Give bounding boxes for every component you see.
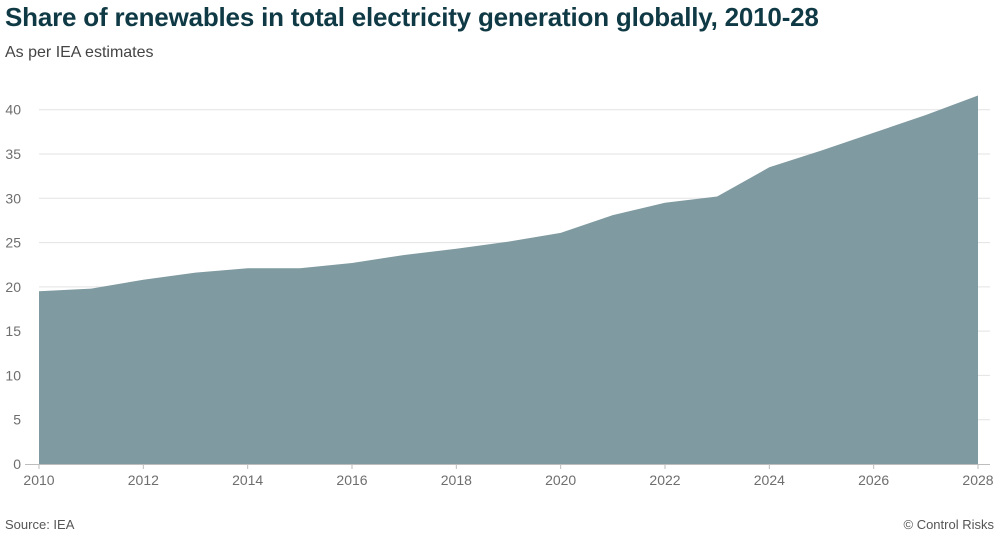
data-point-2018	[454, 247, 458, 251]
x-tick-label: 2024	[754, 472, 785, 488]
data-point-2026	[872, 131, 876, 135]
y-tick-label: 40	[5, 102, 21, 118]
chart-subtitle: As per IEA estimates	[5, 44, 154, 61]
y-tick-label: 0	[13, 456, 21, 472]
data-point-2020	[559, 231, 563, 235]
x-tick-label: 2012	[128, 472, 159, 488]
x-tick-label: 2018	[441, 472, 472, 488]
y-tick-label: 20	[5, 279, 21, 295]
x-tick-label: 2022	[649, 472, 680, 488]
x-tick-label: 2016	[336, 472, 367, 488]
x-tick-label: 2014	[232, 472, 263, 488]
copyright-credit: © Control Risks	[903, 517, 995, 532]
x-tick-label: 2026	[858, 472, 889, 488]
data-point-2010	[37, 289, 41, 293]
y-tick-label: 30	[5, 190, 21, 206]
chart-title: Share of renewables in total electricity…	[5, 2, 819, 32]
y-tick-label: 10	[5, 367, 21, 383]
data-point-2019	[507, 240, 511, 244]
data-point-2023	[715, 195, 719, 199]
y-tick-label: 25	[5, 235, 21, 251]
source-note: Source: IEA	[5, 517, 75, 532]
data-point-2015	[298, 266, 302, 270]
data-point-2014	[246, 266, 250, 270]
y-tick-label: 35	[5, 146, 21, 162]
data-point-2028	[976, 94, 980, 98]
data-point-2022	[663, 201, 667, 205]
x-tick-label: 2028	[962, 472, 993, 488]
data-point-2017	[402, 253, 406, 257]
renewables-share-area	[39, 95, 978, 465]
data-point-2024	[767, 165, 771, 169]
data-point-2011	[89, 287, 93, 291]
data-point-2013	[194, 271, 198, 275]
data-point-2027	[924, 113, 928, 117]
data-point-2016	[350, 261, 354, 265]
data-point-2025	[820, 148, 824, 152]
data-point-2012	[141, 278, 145, 282]
data-point-2021	[611, 213, 615, 217]
x-tick-label: 2010	[23, 472, 54, 488]
y-tick-label: 15	[5, 323, 21, 339]
y-tick-label: 5	[13, 412, 21, 428]
x-tick-label: 2020	[545, 472, 576, 488]
